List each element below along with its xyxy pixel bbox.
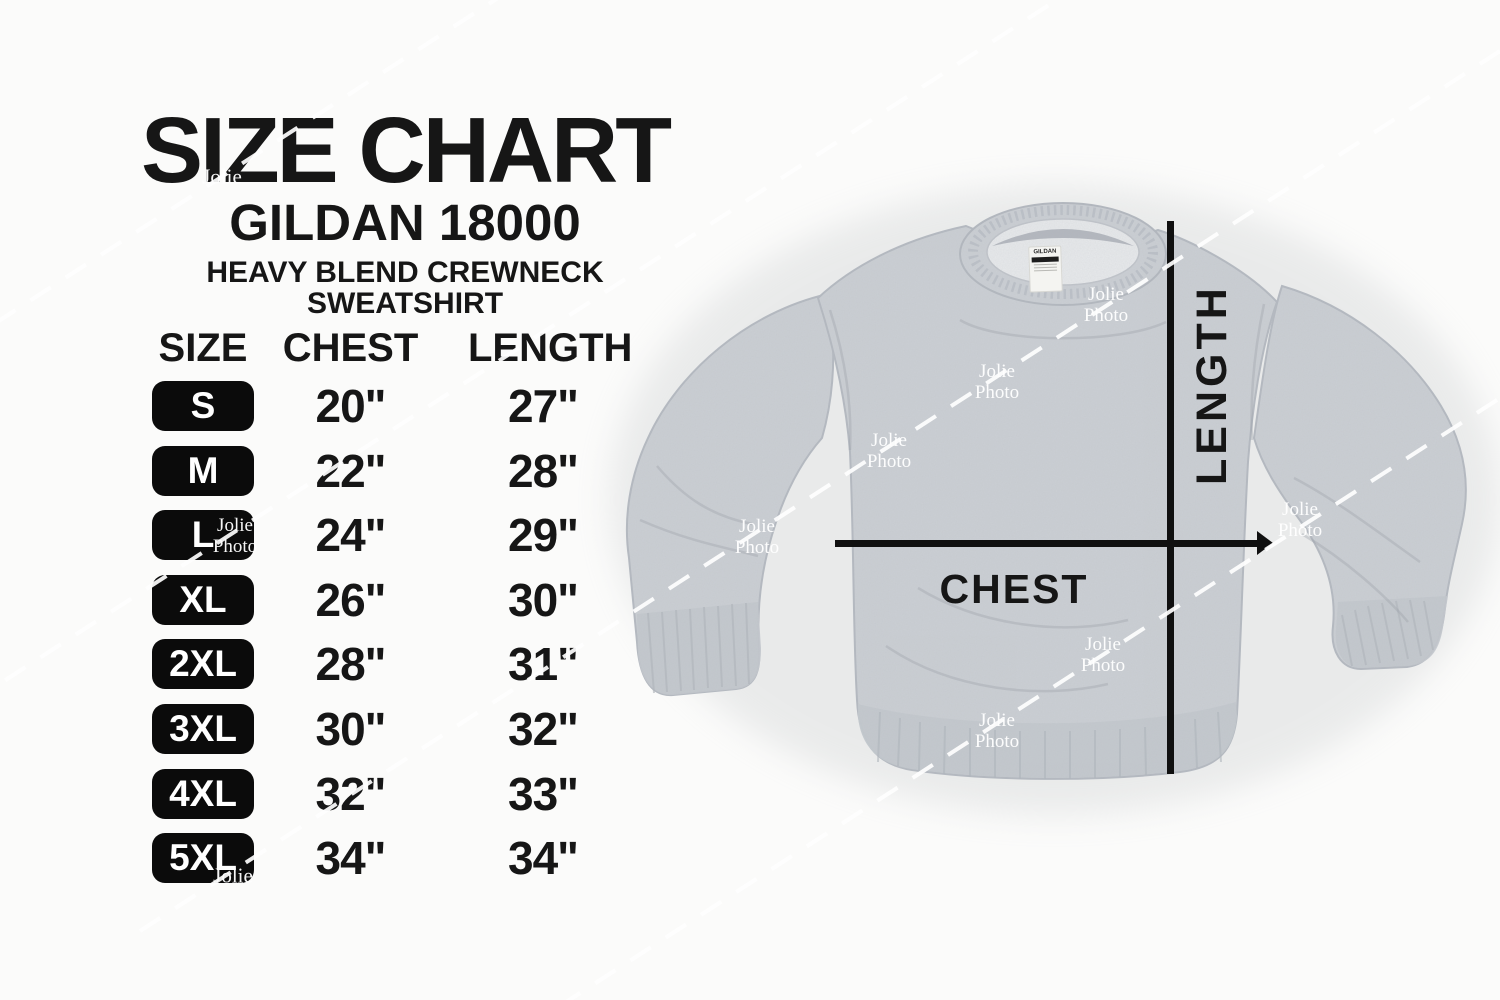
size-badge: L bbox=[152, 510, 254, 561]
header-length: LENGTH bbox=[468, 326, 633, 370]
subtitle-line-2: SWEATSHIRT bbox=[306, 287, 504, 320]
length-value: 30" bbox=[508, 573, 579, 626]
dash-line bbox=[565, 396, 1500, 1000]
chest-label: CHEST bbox=[939, 566, 1089, 612]
length-value: 33" bbox=[508, 767, 579, 820]
photographer-watermark: Jolie Photo bbox=[1083, 284, 1129, 326]
length-value: 31" bbox=[508, 638, 579, 691]
chest-value: 28" bbox=[315, 638, 387, 691]
photographer-watermark: Jolie Photo bbox=[734, 516, 780, 558]
table-row: 4XL 32" 33" bbox=[138, 767, 618, 820]
photographer-watermark: Jolie Photo bbox=[974, 361, 1020, 403]
length-value: 32" bbox=[508, 703, 579, 755]
dash-line bbox=[0, 0, 499, 323]
chest-value: 20" bbox=[315, 380, 387, 432]
size-badge: 2XL bbox=[152, 639, 254, 690]
table-row: 5XL 34" 34" bbox=[138, 832, 618, 885]
photographer-watermark: Jolie bbox=[202, 164, 242, 189]
size-badge: 3XL bbox=[152, 704, 254, 754]
product-name: GILDAN 18000 bbox=[229, 194, 581, 251]
header-size: SIZE bbox=[158, 326, 248, 370]
photographer-watermark: Jolie Photo bbox=[1277, 499, 1323, 541]
size-badge: S bbox=[152, 381, 254, 431]
size-badge: 4XL bbox=[152, 768, 254, 819]
dash-line bbox=[0, 0, 1270, 703]
table-row: 3XL 30" 32" bbox=[138, 704, 618, 754]
size-table: SIZE CHEST LENGTH S 20" 27" M 22" 28" L 24" 29" X… bbox=[138, 326, 632, 910]
length-value: 29" bbox=[508, 509, 579, 562]
chest-value: 24" bbox=[315, 509, 387, 562]
length-value: 27" bbox=[508, 380, 579, 432]
table-row: S 20" 27" bbox=[138, 381, 618, 431]
header-chest: CHEST bbox=[282, 326, 419, 370]
dash-line bbox=[138, 49, 1500, 933]
length-value: 28" bbox=[508, 444, 579, 497]
chest-value: 26" bbox=[315, 573, 387, 626]
length-value: 34" bbox=[508, 832, 579, 885]
table-header: SIZE CHEST LENGTH bbox=[138, 326, 633, 370]
chest-value: 34" bbox=[315, 832, 387, 885]
photographer-watermark: Jolie Photo bbox=[866, 430, 912, 472]
photographer-watermark: Jolie Photo bbox=[212, 515, 258, 557]
table-row: 2XL 28" 31" bbox=[138, 638, 618, 691]
table-row: XL 26" 30" bbox=[138, 573, 618, 626]
chest-measure-line bbox=[835, 540, 1263, 547]
chest-value: 30" bbox=[315, 703, 387, 755]
page-title: SIZE CHART bbox=[141, 98, 672, 202]
length-measure-line bbox=[1167, 221, 1174, 774]
subtitle-line-1: HEAVY BLEND CREWNECK bbox=[206, 256, 604, 289]
size-badge: XL bbox=[152, 574, 254, 625]
photographer-watermark: Jolie bbox=[213, 863, 253, 888]
photographer-watermark: Jolie Photo bbox=[974, 710, 1020, 752]
product-subtitle: HEAVY BLEND CREWNECK SWEATSHIRT bbox=[60, 257, 750, 319]
size-badge: 5XL bbox=[152, 833, 254, 884]
photographer-watermark: Jolie Photo bbox=[1080, 634, 1126, 676]
table-row: L 24" 29" bbox=[138, 509, 618, 562]
size-badge: M bbox=[152, 445, 254, 496]
